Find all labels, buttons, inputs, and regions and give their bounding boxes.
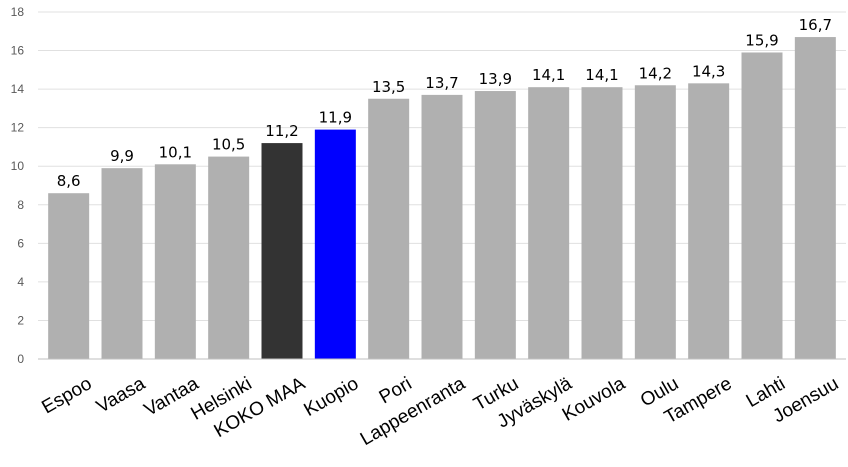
bar [261,143,303,359]
y-tick-label: 18 [11,5,25,19]
data-label: 14,2 [639,64,672,82]
data-label: 8,6 [57,172,81,190]
y-tick-label: 16 [11,44,25,58]
y-tick-label: 14 [11,82,25,96]
category-label: Kuopio [300,373,362,421]
data-label: 10,5 [212,136,245,154]
data-label: 13,5 [372,78,405,96]
data-label: 15,9 [745,31,778,49]
data-label: 11,9 [319,109,352,127]
y-axis-ticks: 0 2 4 6 8 10 12 14 16 18 [11,5,25,366]
bar [368,98,410,359]
bar [421,94,463,360]
data-label: 16,7 [799,16,832,34]
y-tick-label: 10 [11,159,25,173]
bar [581,87,623,359]
category-label: Espoo [38,373,95,418]
y-tick-label: 12 [11,121,25,135]
bar [101,168,143,359]
data-label: 9,9 [110,147,134,165]
bar [474,91,516,360]
bars [48,37,836,360]
bar [208,156,250,359]
bar [688,83,730,360]
data-label: 13,9 [479,70,512,88]
bar [794,37,836,360]
y-tick-label: 4 [17,275,24,289]
bar [741,52,783,359]
category-label: Vaasa [93,373,149,418]
y-tick-label: 8 [17,198,24,212]
data-label: 11,2 [265,122,298,140]
data-label: 13,7 [425,74,458,92]
data-label: 14,1 [585,66,618,84]
bar [154,164,196,359]
bar [314,129,356,359]
y-tick-label: 6 [17,236,24,250]
bar [528,87,570,359]
data-label: 14,1 [532,66,565,84]
y-tick-label: 2 [17,313,24,327]
data-labels: 8,6 9,9 10,1 10,5 11,2 11,9 13,5 13,7 13,9 14,1 14… [57,16,832,190]
data-label: 10,1 [159,143,192,161]
data-label: 14,3 [692,62,725,80]
bar [634,85,676,359]
bar [48,193,90,359]
category-label: Lappeenranta [357,373,469,450]
y-tick-label: 0 [17,352,24,366]
